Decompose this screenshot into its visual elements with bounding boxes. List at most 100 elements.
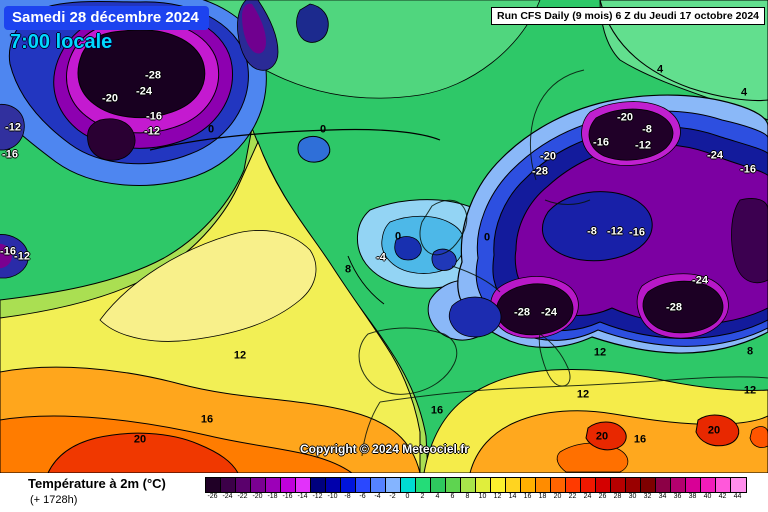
- legend-tick: 44: [733, 493, 742, 500]
- legend-swatch: [296, 478, 311, 492]
- legend-tick: -2: [389, 493, 396, 500]
- date-badge: Samedi 28 décembre 2024: [4, 6, 209, 30]
- legend-swatch: [491, 478, 506, 492]
- legend-cell: [536, 478, 551, 492]
- legend-cell: [641, 478, 656, 492]
- legend-cell: [476, 478, 491, 492]
- warm-sector-atlantic: [0, 126, 429, 473]
- legend-cell: [371, 478, 386, 492]
- legend-tick: -4: [374, 493, 381, 500]
- legend-swatch: [716, 478, 731, 492]
- legend-swatch: [656, 478, 671, 492]
- plus8-isotherm: [347, 255, 385, 305]
- legend-cell: [566, 478, 581, 492]
- legend-swatch: [266, 478, 281, 492]
- legend-cell: [716, 478, 731, 492]
- legend-swatch: [671, 478, 686, 492]
- legend-swatch: [581, 478, 596, 492]
- legend-cell: [236, 478, 251, 492]
- legend-swatch: [536, 478, 551, 492]
- legend-tick: 22: [568, 493, 577, 500]
- legend-tick: 30: [628, 493, 637, 500]
- legend-tick: -10: [327, 493, 338, 500]
- legend-swatch: [731, 478, 746, 492]
- legend-cell: [386, 478, 401, 492]
- legend-cell: [311, 478, 326, 492]
- run-info-badge: Run CFS Daily (9 mois) 6 Z du Jeudi 17 o…: [491, 7, 765, 25]
- legend-swatch: [506, 478, 521, 492]
- legend-cell: [281, 478, 296, 492]
- legend-tick: 38: [688, 493, 697, 500]
- temperature-map: [0, 0, 768, 473]
- legend-swatch: [626, 478, 641, 492]
- legend-cell: [341, 478, 356, 492]
- legend-swatch: [566, 478, 581, 492]
- legend-tick: 4: [435, 493, 440, 500]
- legend-cell: [506, 478, 521, 492]
- legend-cell: [266, 478, 281, 492]
- legend-cell: [581, 478, 596, 492]
- legend-cell: [251, 478, 266, 492]
- legend-swatch: [401, 478, 416, 492]
- legend-cell: [701, 478, 716, 492]
- legend-cell: [596, 478, 611, 492]
- legend-swatch: [311, 478, 326, 492]
- local-time-label: 7:00 locale: [10, 31, 113, 53]
- legend-swatch: [461, 478, 476, 492]
- legend-swatch: [356, 478, 371, 492]
- legend-tick: 40: [703, 493, 712, 500]
- legend-swatch: [446, 478, 461, 492]
- legend-cell: [431, 478, 446, 492]
- legend-tick: 16: [523, 493, 532, 500]
- legend-tick: -26: [207, 493, 218, 500]
- legend-tick: 8: [465, 493, 470, 500]
- legend-swatch: [326, 478, 341, 492]
- legend-swatch: [416, 478, 431, 492]
- forecast-map[interactable]: -28 -24 -20 -16 -12 -12 -16 -16 -12 0 0 0 -4 0 8 12 16 20…: [0, 0, 768, 473]
- legend-tick: 12: [493, 493, 502, 500]
- legend-tick-row: -26 -24 -22 -20 -18 -16 -14 -12 -10 -8 -6 -4 -2 0 2 4 6 8…: [205, 493, 745, 501]
- legend-tick: 0: [405, 493, 410, 500]
- copyright-text: Copyright © 2024 Meteociel.fr: [300, 442, 469, 456]
- legend-color-bar: [205, 477, 747, 493]
- legend-tick: 2: [420, 493, 425, 500]
- legend-swatch: [386, 478, 401, 492]
- legend-swatch: [551, 478, 566, 492]
- legend-cell: [686, 478, 701, 492]
- plus4-isotherm: [599, 0, 768, 101]
- legend-swatch: [341, 478, 356, 492]
- legend-swatch: [521, 478, 536, 492]
- cold-mass-east-europe: [427, 94, 768, 354]
- legend-swatch: [476, 478, 491, 492]
- date-text: Samedi 28 décembre 2024: [12, 9, 199, 26]
- legend-tick: 20: [553, 493, 562, 500]
- legend-tick: 26: [598, 493, 607, 500]
- legend-swatch: [596, 478, 611, 492]
- legend-tick: -20: [252, 493, 263, 500]
- legend-cell: [206, 478, 221, 492]
- legend-cell: [521, 478, 536, 492]
- legend-tick: 18: [538, 493, 547, 500]
- legend-swatch: [686, 478, 701, 492]
- legend-cell: [221, 478, 236, 492]
- legend-cell: [446, 478, 461, 492]
- legend-tick: 6: [450, 493, 455, 500]
- legend-swatch: [281, 478, 296, 492]
- legend-cell: [656, 478, 671, 492]
- legend-tick: 10: [478, 493, 487, 500]
- legend-tick: -12: [312, 493, 323, 500]
- legend-tick: 42: [718, 493, 727, 500]
- run-info-text: Run CFS Daily (9 mois) 6 Z du Jeudi 17 o…: [497, 10, 759, 22]
- legend-tick: 32: [643, 493, 652, 500]
- legend-tick: 34: [658, 493, 667, 500]
- cold-pool-greenland: [0, 0, 329, 279]
- legend-tick: 28: [613, 493, 622, 500]
- legend: Température à 2m (°C) (+ 1728h) -26 -24 -2…: [0, 473, 768, 512]
- legend-cell: [626, 478, 641, 492]
- legend-swatch: [611, 478, 626, 492]
- legend-lead-time: (+ 1728h): [30, 494, 78, 506]
- legend-cell: [731, 478, 746, 492]
- zero-isotherm: [149, 128, 441, 151]
- legend-swatch: [701, 478, 716, 492]
- legend-swatch: [206, 478, 221, 492]
